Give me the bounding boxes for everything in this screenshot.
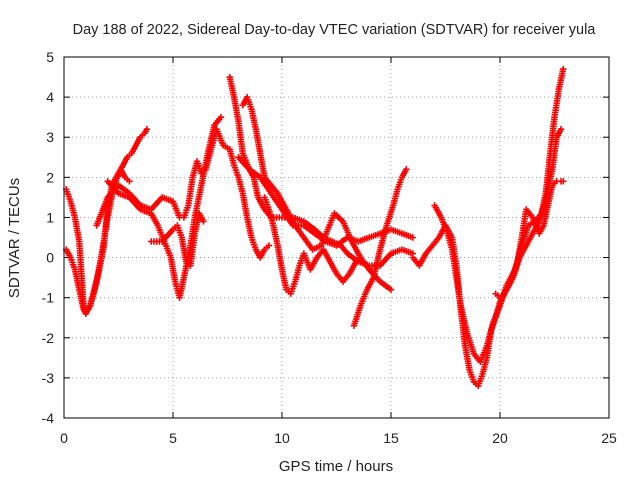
series-arc-9 <box>261 194 360 297</box>
y-tick-label: -3 <box>42 370 55 386</box>
y-axis-ticks: -4 -3 -2 -1 0 1 2 3 4 5 <box>42 49 609 426</box>
x-axis-ticks: 0 5 10 15 20 25 <box>60 57 617 446</box>
x-tick-label: 20 <box>492 430 508 446</box>
y-tick-label: 1 <box>46 209 54 225</box>
y-tick-label: -4 <box>42 410 55 426</box>
data-point <box>126 178 133 185</box>
series-arc-8 <box>235 154 416 249</box>
grid-lines <box>64 57 609 418</box>
data-point <box>403 166 410 173</box>
x-tick-label: 5 <box>169 430 177 446</box>
series-arc-7 <box>239 93 395 293</box>
x-tick-label: 10 <box>274 430 290 446</box>
data-point <box>352 258 360 265</box>
data-point <box>560 178 567 185</box>
data-points <box>62 65 567 390</box>
y-axis-label: SDTVAR / TECUs <box>6 178 23 298</box>
x-tick-label: 0 <box>60 430 68 446</box>
series-arc-4 <box>104 113 225 301</box>
data-point <box>217 113 225 121</box>
y-tick-label: 3 <box>46 129 54 145</box>
plot-frame <box>63 56 610 419</box>
y-tick-label: -1 <box>42 290 55 306</box>
data-point <box>387 286 395 293</box>
series-arc-2 <box>62 166 133 317</box>
series-arc-13 <box>492 178 567 301</box>
data-point <box>265 242 273 249</box>
data-point <box>143 126 151 133</box>
y-tick-label: 0 <box>46 250 54 266</box>
data-point <box>409 234 416 241</box>
data-point <box>557 126 565 133</box>
y-tick-label: 2 <box>46 169 54 185</box>
y-tick-label: 4 <box>46 89 54 105</box>
chart-title: Day 188 of 2022, Sidereal Day-to-day VTE… <box>73 22 597 38</box>
y-tick-label: -2 <box>42 330 55 346</box>
data-point <box>560 65 567 73</box>
series-arc-10 <box>350 166 410 329</box>
series-arc-5 <box>148 210 207 269</box>
data-point <box>200 218 207 225</box>
y-tick-label: 5 <box>46 49 54 65</box>
x-tick-label: 25 <box>601 430 617 446</box>
x-axis-label: GPS time / hours <box>279 458 393 475</box>
x-tick-label: 15 <box>383 430 399 446</box>
